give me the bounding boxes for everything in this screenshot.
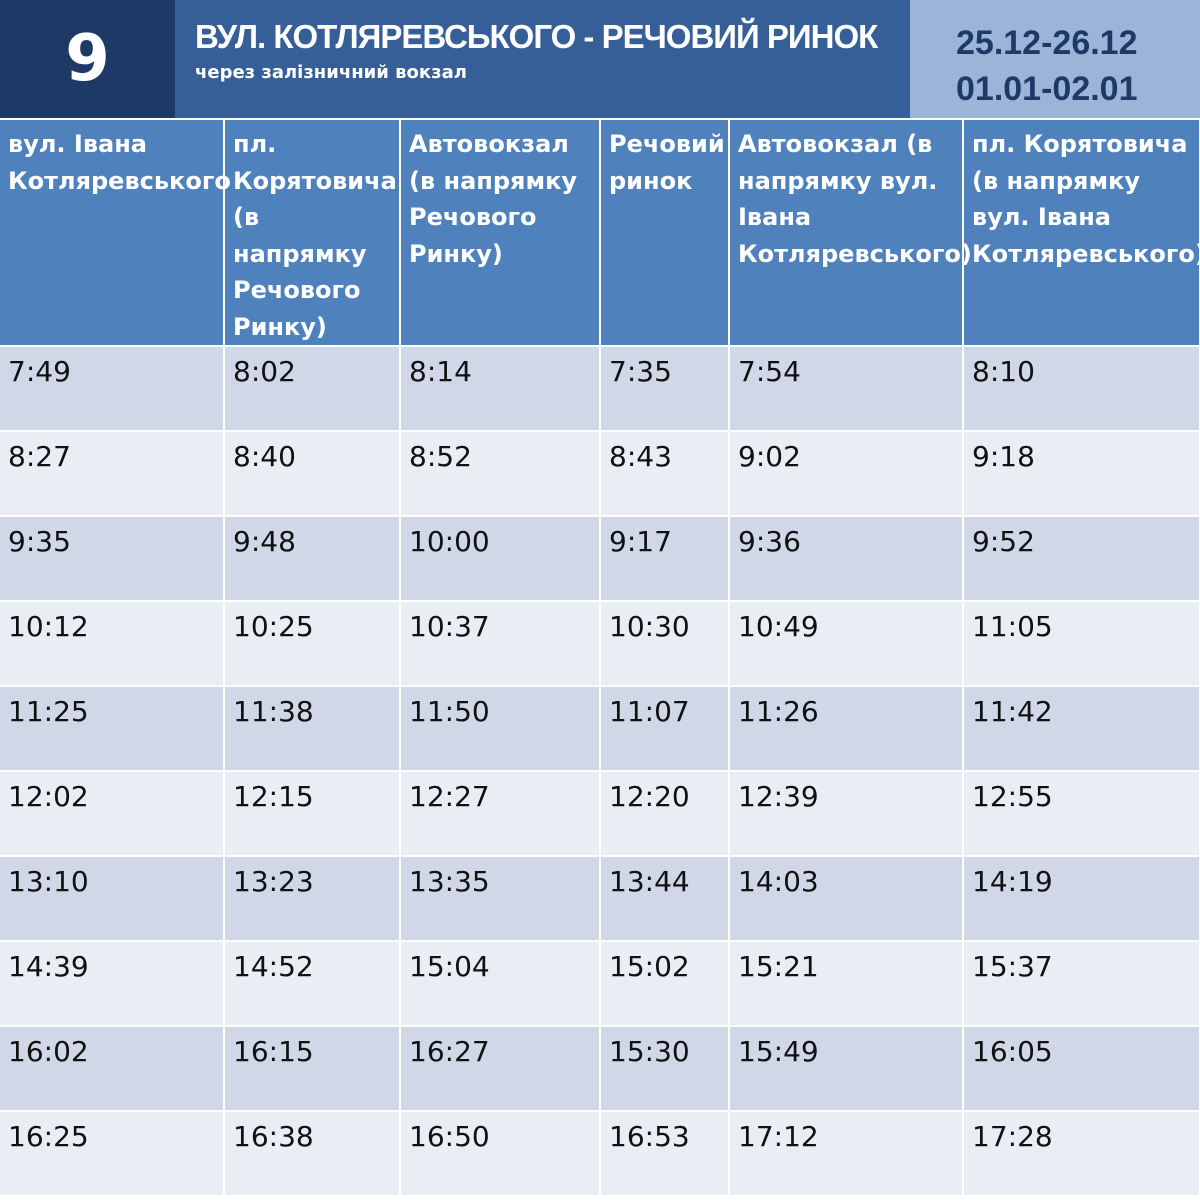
column-header: пл. Корятовича (в напрямку вул. Івана Ко… <box>962 120 1200 347</box>
row: 11:25 11:38 11:50 11:07 11:26 11:42 <box>0 686 1200 772</box>
table-body: 7:49 8:02 8:14 7:35 7:54 8:10 8:27 8:40 8:52 8:43… <box>0 346 1200 1197</box>
time-cell: 10:00 <box>399 516 601 602</box>
time-cell: 9:02 <box>728 431 964 517</box>
row: 7:49 8:02 8:14 7:35 7:54 8:10 <box>0 346 1200 432</box>
time-cell: 10:37 <box>399 601 601 687</box>
column-header: Автовокзал (в напрямку вул. Івана Котляр… <box>728 120 972 347</box>
time-cell: 10:49 <box>728 601 964 687</box>
time-cell: 13:35 <box>399 856 601 942</box>
time-cell: 16:38 <box>223 1111 401 1197</box>
title-block: ВУЛ. КОТЛЯРЕВСЬКОГО - РЕЧОВИЙ РИНОК чере… <box>175 0 910 118</box>
time-cell: 7:49 <box>0 346 225 432</box>
time-cell: 12:39 <box>728 771 964 857</box>
column-header: пл. Корятовича (в напрямку Речового Ринк… <box>223 120 401 347</box>
time-cell: 16:15 <box>223 1026 401 1112</box>
time-cell: 17:12 <box>728 1111 964 1197</box>
time-cell: 16:05 <box>962 1026 1200 1112</box>
time-cell: 14:39 <box>0 941 225 1027</box>
time-cell: 12:27 <box>399 771 601 857</box>
time-cell: 16:50 <box>399 1111 601 1197</box>
time-cell: 14:52 <box>223 941 401 1027</box>
time-cell: 8:02 <box>223 346 401 432</box>
time-cell: 9:52 <box>962 516 1200 602</box>
time-cell: 15:30 <box>599 1026 730 1112</box>
time-cell: 11:38 <box>223 686 401 772</box>
time-cell: 8:43 <box>599 431 730 517</box>
time-cell: 16:25 <box>0 1111 225 1197</box>
time-cell: 7:54 <box>728 346 964 432</box>
time-cell: 11:42 <box>962 686 1200 772</box>
time-cell: 10:30 <box>599 601 730 687</box>
time-cell: 13:44 <box>599 856 730 942</box>
row: 16:25 16:38 16:50 16:53 17:12 17:28 <box>0 1111 1200 1197</box>
time-cell: 15:49 <box>728 1026 964 1112</box>
time-cell: 16:53 <box>599 1111 730 1197</box>
time-cell: 8:14 <box>399 346 601 432</box>
column-header: Речовий ринок <box>599 120 730 347</box>
time-cell: 11:50 <box>399 686 601 772</box>
time-cell: 9:48 <box>223 516 401 602</box>
date-range: 01.01-02.01 <box>956 70 1138 108</box>
header-row: вул. Івана Котляревського пл. Корятовича … <box>0 120 1200 347</box>
time-cell: 10:25 <box>223 601 401 687</box>
row: 16:02 16:15 16:27 15:30 15:49 16:05 <box>0 1026 1200 1112</box>
time-cell: 9:36 <box>728 516 964 602</box>
time-cell: 15:04 <box>399 941 601 1027</box>
schedule-table: вул. Івана Котляревського пл. Корятовича … <box>0 120 1200 1197</box>
time-cell: 8:52 <box>399 431 601 517</box>
column-header: вул. Івана Котляревського <box>0 120 231 347</box>
subtitle: через залізничний вокзал <box>195 62 467 83</box>
header: 9 ВУЛ. КОТЛЯРЕВСЬКОГО - РЕЧОВИЙ РИНОК че… <box>0 0 1200 118</box>
time-cell: 13:23 <box>223 856 401 942</box>
row: 14:39 14:52 15:04 15:02 15:21 15:37 <box>0 941 1200 1027</box>
time-cell: 13:10 <box>0 856 225 942</box>
column-header: Автовокзал (в напрямку Речового Ринку) <box>399 120 601 347</box>
row: 9:35 9:48 10:00 9:17 9:36 9:52 <box>0 516 1200 602</box>
title: ВУЛ. КОТЛЯРЕВСЬКОГО - РЕЧОВИЙ РИНОК <box>195 18 878 55</box>
time-cell: 11:25 <box>0 686 225 772</box>
time-cell: 9:17 <box>599 516 730 602</box>
route-number: 9 <box>0 0 175 118</box>
row: 12:02 12:15 12:27 12:20 12:39 12:55 <box>0 771 1200 857</box>
time-cell: 11:07 <box>599 686 730 772</box>
time-cell: 7:35 <box>599 346 730 432</box>
time-cell: 12:15 <box>223 771 401 857</box>
time-cell: 12:02 <box>0 771 225 857</box>
time-cell: 12:55 <box>962 771 1200 857</box>
row: 8:27 8:40 8:52 8:43 9:02 9:18 <box>0 431 1200 517</box>
time-cell: 9:35 <box>0 516 225 602</box>
time-cell: 16:02 <box>0 1026 225 1112</box>
date-range: 25.12-26.12 <box>956 24 1138 62</box>
time-cell: 11:05 <box>962 601 1200 687</box>
row: 10:12 10:25 10:37 10:30 10:49 11:05 <box>0 601 1200 687</box>
time-cell: 15:02 <box>599 941 730 1027</box>
time-cell: 9:18 <box>962 431 1200 517</box>
time-cell: 15:21 <box>728 941 964 1027</box>
time-cell: 12:20 <box>599 771 730 857</box>
time-cell: 8:10 <box>962 346 1200 432</box>
time-cell: 8:40 <box>223 431 401 517</box>
row: 13:10 13:23 13:35 13:44 14:03 14:19 <box>0 856 1200 942</box>
time-cell: 8:27 <box>0 431 225 517</box>
time-cell: 15:37 <box>962 941 1200 1027</box>
time-cell: 14:19 <box>962 856 1200 942</box>
time-cell: 16:27 <box>399 1026 601 1112</box>
time-cell: 17:28 <box>962 1111 1200 1197</box>
time-cell: 11:26 <box>728 686 964 772</box>
time-cell: 10:12 <box>0 601 225 687</box>
dates: 25.12-26.12 01.01-02.01 <box>910 0 1200 118</box>
time-cell: 14:03 <box>728 856 964 942</box>
